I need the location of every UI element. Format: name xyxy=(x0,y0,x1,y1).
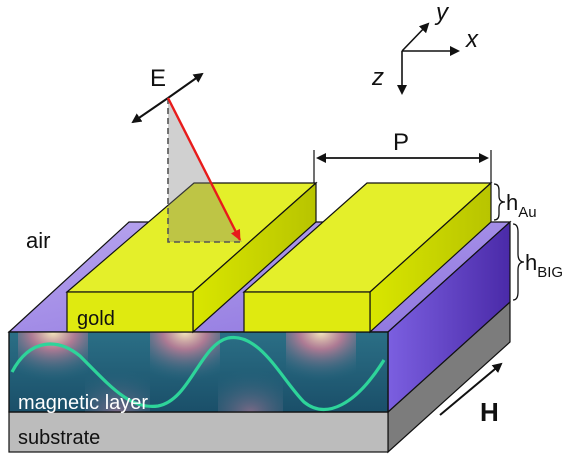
axis-y-label: y xyxy=(434,0,450,26)
h-big-bracket: hBIG xyxy=(512,223,563,301)
field-lobe xyxy=(218,365,283,412)
h-big-base: h xyxy=(525,250,537,275)
polarization-plane-dashes xyxy=(167,98,242,243)
axes-group: y x z xyxy=(371,0,479,95)
e-polarization-arrow xyxy=(131,97,169,124)
air-label: air xyxy=(26,228,50,253)
substrate-block: substrate xyxy=(8,300,511,454)
axis-x-label: x xyxy=(465,26,479,53)
h-au-bracket: hAu xyxy=(493,183,537,221)
h-au-label: hAu xyxy=(506,190,537,221)
magnetic-field-group: H xyxy=(439,362,503,427)
magnetic-layer-outline xyxy=(8,331,389,413)
h-big-subscript: BIG xyxy=(537,264,563,281)
magnetic-field-arrow xyxy=(439,362,503,416)
gold-stripe-left: gold xyxy=(65,181,318,334)
substrate-front xyxy=(8,411,389,453)
axis-z-label: z xyxy=(371,64,384,91)
h-au-subscript: Au xyxy=(518,204,536,221)
field-hotspot xyxy=(18,332,88,387)
e-polarization-arrow xyxy=(167,72,204,99)
axis-y-arrow xyxy=(401,22,430,52)
incident-wave-vector xyxy=(166,97,242,241)
gold-stripe-right-front xyxy=(243,291,371,333)
gold-stripe-right xyxy=(242,181,493,334)
field-wave xyxy=(10,336,386,412)
incident-field-group: E xyxy=(131,65,242,243)
gold-label: gold xyxy=(77,308,115,330)
field-h-label: H xyxy=(480,397,499,427)
substrate-label: substrate xyxy=(18,427,100,449)
field-hotspot xyxy=(150,332,220,387)
field-e-label: E xyxy=(150,65,166,92)
h-au-brace xyxy=(493,183,506,221)
magnetic-layer-label: magnetic layer xyxy=(18,392,148,414)
gold-stripe-left-front xyxy=(66,291,194,333)
field-hotspot xyxy=(286,332,356,387)
period-dimension: P xyxy=(313,129,492,183)
h-big-brace xyxy=(512,223,525,301)
h-big-label: hBIG xyxy=(525,250,563,281)
h-au-base: h xyxy=(506,190,518,215)
period-label: P xyxy=(393,129,409,156)
